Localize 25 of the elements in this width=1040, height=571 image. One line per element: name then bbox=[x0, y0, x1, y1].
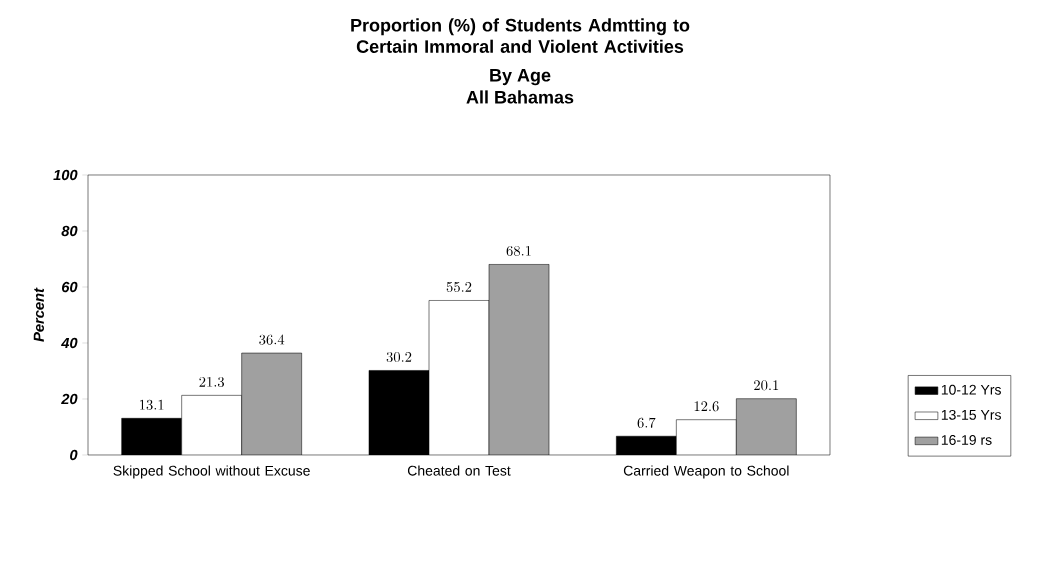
y-tick-label: 20 bbox=[61, 393, 78, 405]
data-label: 55.2 bbox=[446, 281, 472, 293]
y-tick-label: 0 bbox=[70, 449, 78, 461]
data-label: 12.6 bbox=[694, 401, 719, 412]
data-label: 36.4 bbox=[259, 334, 285, 345]
x-tick-label: Skipped School without Excuse bbox=[113, 465, 310, 479]
legend-label: 16-19 rs bbox=[941, 435, 992, 445]
y-tick-label: 60 bbox=[61, 281, 78, 293]
x-tick-label: Carried Weapon to School bbox=[623, 465, 789, 479]
x-tick-label: Cheated on Test bbox=[407, 465, 511, 476]
y-tick-label: 100 bbox=[53, 169, 78, 181]
legend-label: 13-15 Yrs bbox=[941, 409, 1001, 420]
data-label: 20. 1 bbox=[754, 380, 779, 391]
chart-title: Proportion (%) of Students Admtting to Certain Immoral and Violent Activities bbox=[351, 18, 690, 53]
chart-subtitle: By Age bbox=[490, 69, 551, 86]
data-label: 30.2 bbox=[386, 351, 412, 363]
data-label: 21 .3 bbox=[199, 376, 225, 387]
y-tick-label: 40 bbox=[61, 337, 78, 349]
text: All Bahamas bbox=[466, 90, 574, 104]
data-label: 68. 1 bbox=[506, 245, 531, 256]
legend-label: 10-12 Yrs bbox=[941, 384, 1001, 395]
y-tick-label: 80 bbox=[61, 225, 78, 237]
y-axis-title: Percent bbox=[33, 287, 44, 342]
data-label: 13. 1 bbox=[139, 399, 164, 410]
data-label: 6.7 bbox=[637, 417, 656, 428]
